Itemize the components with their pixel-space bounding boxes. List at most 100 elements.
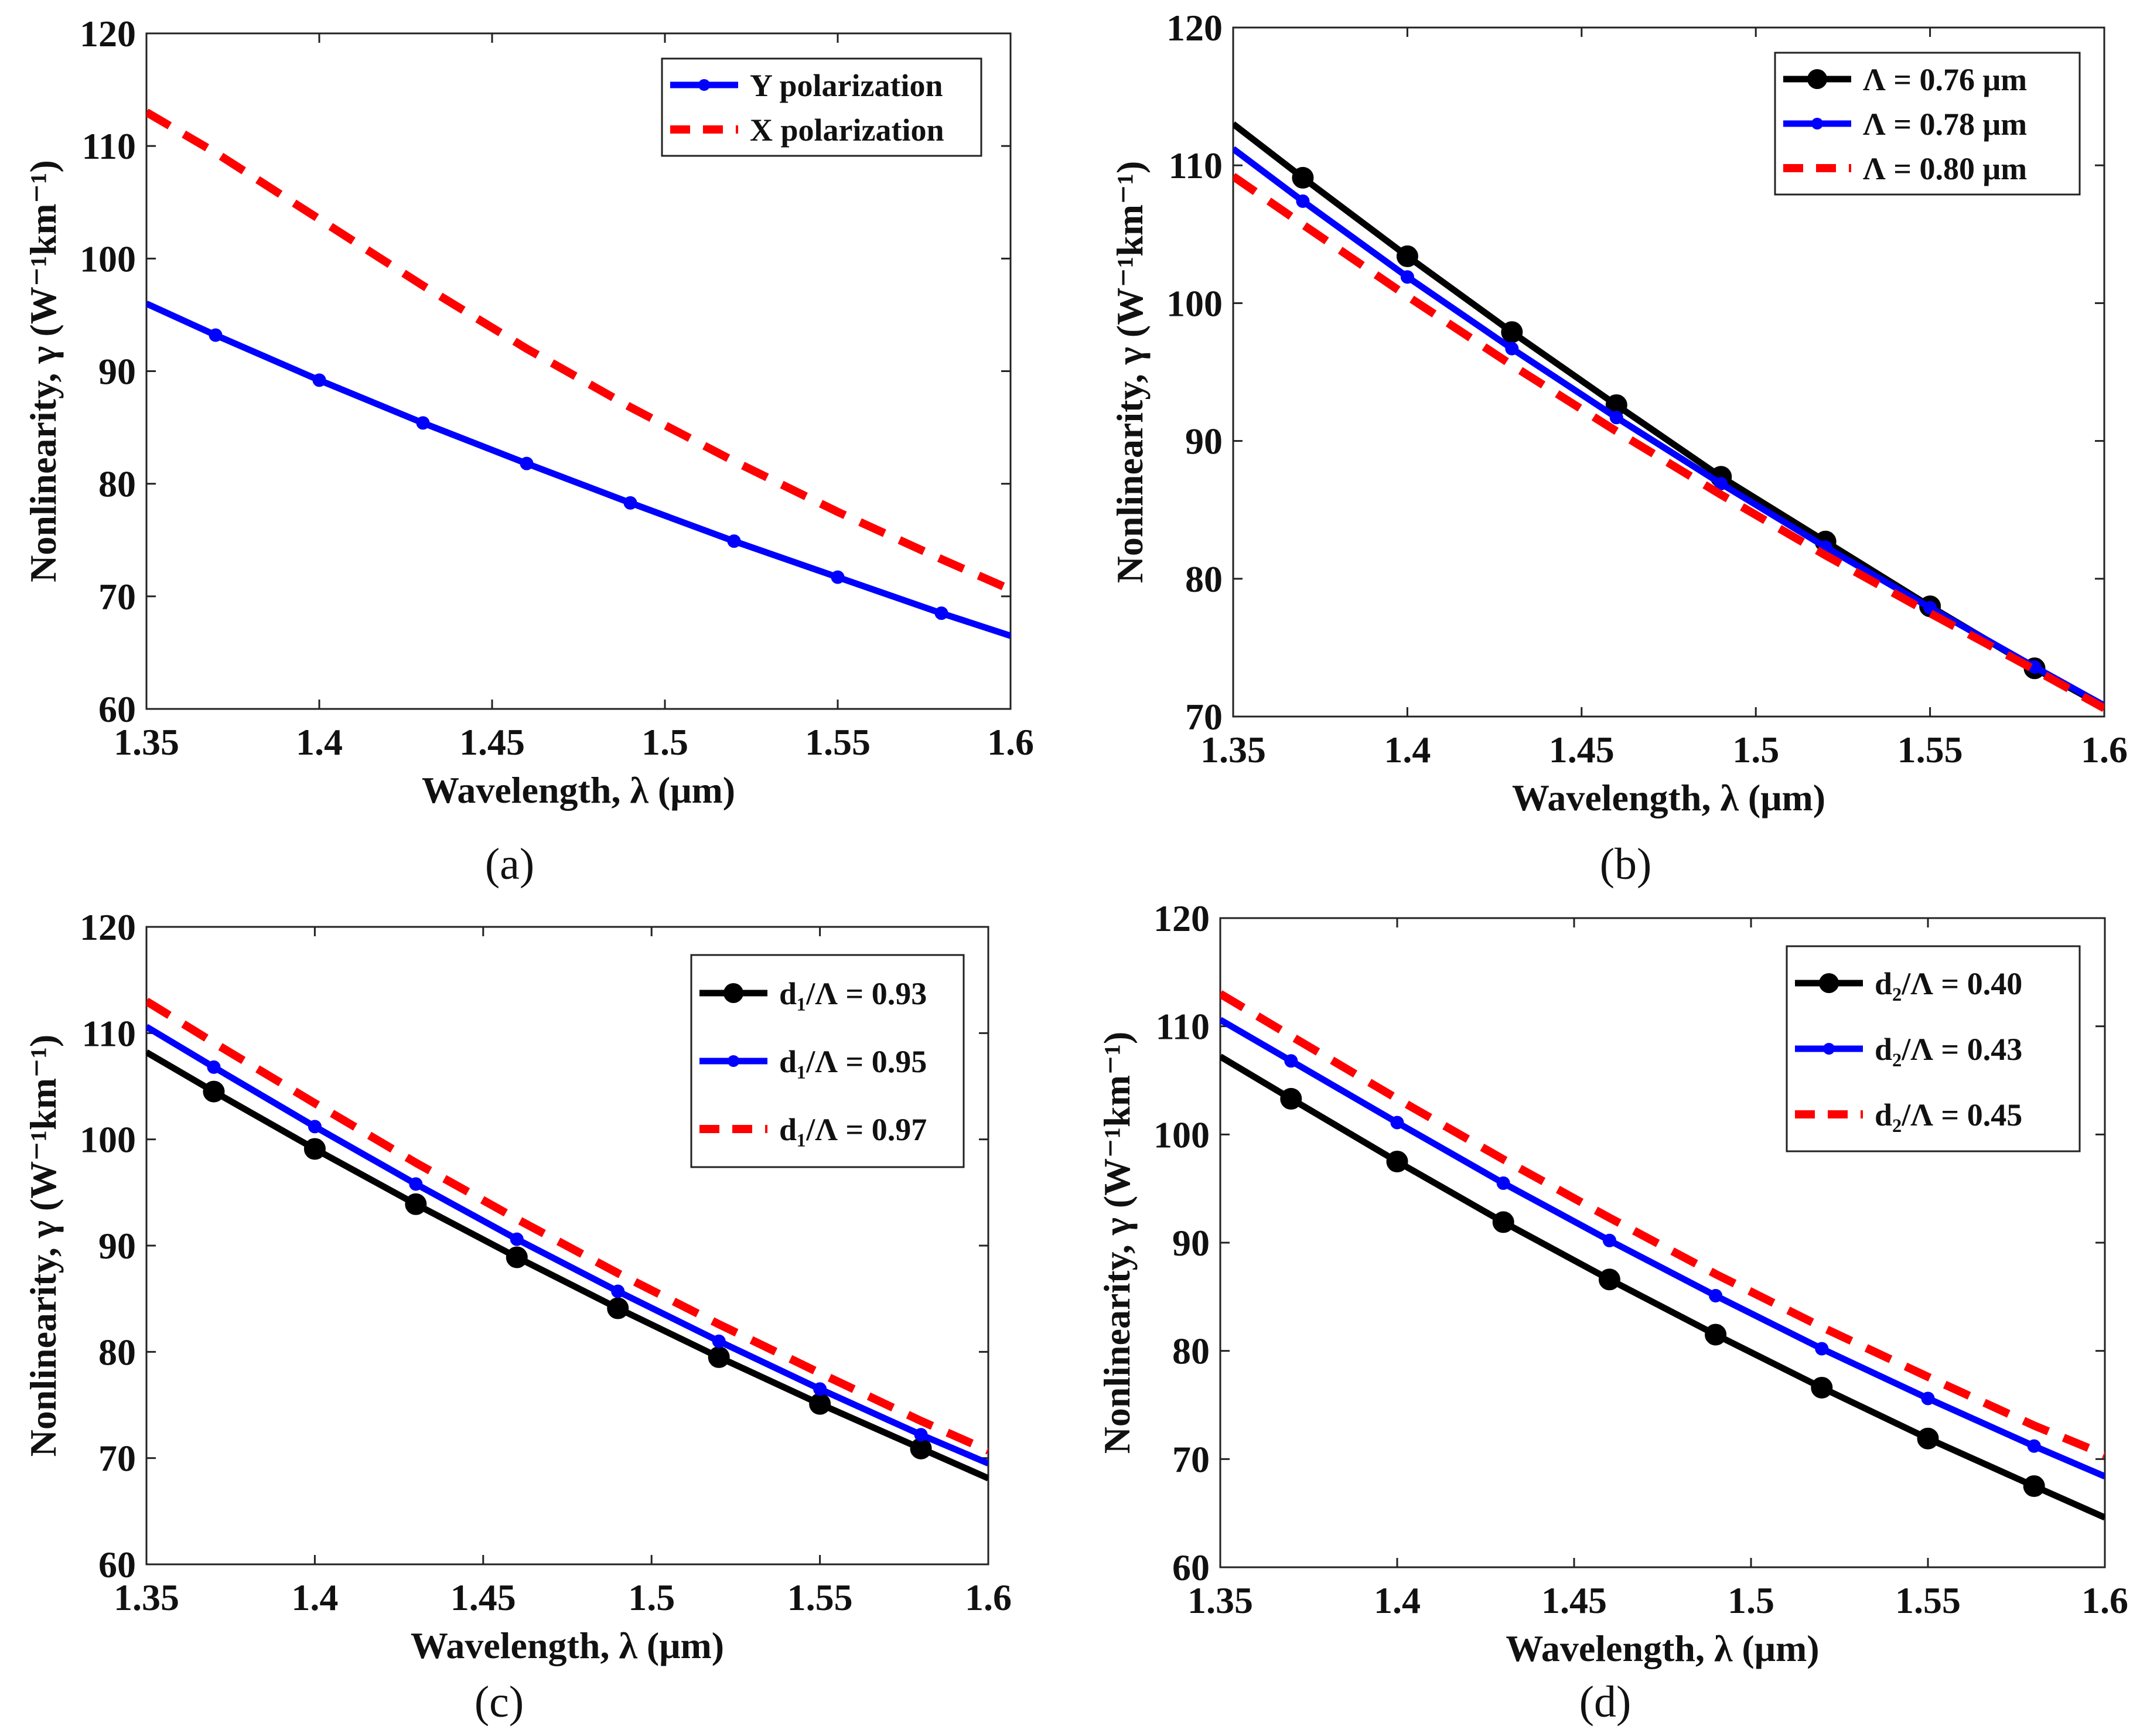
- data-point: [409, 1177, 423, 1191]
- x-axis-label: Wavelength, λ (μm): [1512, 777, 1825, 818]
- panel-1: 1.35 1.4 1.45 1.5 1.55 1.6 70 80 90 100 110 120 Wave…: [1109, 7, 2128, 889]
- legend-label-2: Λ = 0.80 μm: [1863, 151, 2027, 186]
- y-tick-label: 90: [98, 1225, 136, 1267]
- data-point: [1917, 1427, 1939, 1449]
- x-axis-label: Wavelength, λ (μm): [411, 1625, 724, 1666]
- data-point: [727, 534, 741, 548]
- x-tick-label: 1.45: [450, 1577, 516, 1618]
- data-point: [1921, 1391, 1935, 1406]
- x-tick-label: 1.45: [1541, 1580, 1607, 1621]
- y-tick-label: 100: [80, 238, 136, 279]
- x-tick-label: 1.5: [1728, 1580, 1774, 1621]
- series-line-0: [146, 1049, 988, 1482]
- data-point: [611, 1284, 625, 1298]
- data-point: [1815, 1342, 1829, 1356]
- data-point: [520, 456, 534, 470]
- data-point: [1598, 1268, 1620, 1291]
- series-line-2: [1233, 173, 2104, 712]
- data-point: [1496, 1176, 1510, 1190]
- panel-label: (c): [475, 1677, 524, 1727]
- legend-marker: [1811, 118, 1823, 129]
- data-point: [809, 1393, 831, 1415]
- series-line-0: [1220, 1053, 2105, 1521]
- data-point: [1811, 1376, 1833, 1399]
- data-point: [1396, 245, 1418, 267]
- x-tick-label: 1.5: [641, 721, 688, 763]
- series-line-0: [146, 301, 1011, 639]
- y-axis-label: Nonlinearity, γ (W⁻¹km⁻¹): [22, 1035, 64, 1457]
- data-point: [1609, 411, 1623, 425]
- panel-label: (d): [1579, 1677, 1632, 1727]
- y-axis-label: Nonlinearity, γ (W⁻¹km⁻¹): [1096, 1032, 1138, 1454]
- data-point: [506, 1246, 528, 1268]
- data-point: [910, 1437, 932, 1459]
- x-tick-label: 1.35: [114, 1577, 179, 1618]
- legend-marker: [723, 983, 743, 1003]
- y-tick-label: 90: [1172, 1222, 1210, 1264]
- y-tick-label: 110: [82, 1012, 136, 1054]
- x-tick-label: 1.35: [1187, 1580, 1253, 1621]
- series-line-1: [146, 1024, 988, 1466]
- legend-label-1: d₁/Λ = 0.95: [779, 1044, 927, 1079]
- y-tick-label: 80: [1172, 1331, 1210, 1372]
- x-tick-label: 1.6: [2081, 729, 2128, 770]
- data-point: [1709, 1288, 1723, 1302]
- data-point: [607, 1297, 629, 1319]
- x-tick-label: 1.55: [1897, 729, 1963, 770]
- data-point: [203, 1080, 225, 1103]
- y-tick-label: 70: [1172, 1438, 1210, 1480]
- data-point: [416, 416, 430, 430]
- data-point: [405, 1193, 427, 1215]
- data-point: [1400, 270, 1414, 284]
- panel-label: (b): [1600, 840, 1652, 889]
- legend-label-0: Y polarization: [750, 68, 943, 103]
- y-tick-label: 80: [98, 463, 136, 505]
- data-point: [1501, 321, 1523, 343]
- y-axis-label: Nonlinearity, γ (W⁻¹km⁻¹): [1109, 161, 1151, 584]
- legend-marker: [1819, 973, 1839, 993]
- data-point: [1705, 1324, 1727, 1346]
- data-point: [308, 1120, 322, 1134]
- x-tick-label: 1.6: [987, 721, 1034, 763]
- data-point: [831, 570, 845, 584]
- x-tick-label: 1.55: [787, 1577, 853, 1618]
- x-tick-label: 1.45: [1549, 729, 1615, 770]
- panel-2: 1.35 1.4 1.45 1.5 1.55 1.6 60 70 80 90 100 110 120 Wa…: [22, 906, 1012, 1727]
- data-point: [1292, 166, 1314, 189]
- data-point: [1714, 477, 1728, 491]
- y-tick-label: 120: [80, 13, 136, 54]
- data-point: [934, 606, 948, 620]
- x-tick-label: 1.4: [1374, 1580, 1421, 1621]
- legend-marker: [728, 1055, 739, 1067]
- y-tick-label: 110: [82, 125, 136, 167]
- data-point: [312, 373, 326, 387]
- data-point: [1386, 1151, 1408, 1172]
- data-point: [2027, 1439, 2041, 1453]
- legend-label-0: Λ = 0.76 μm: [1863, 62, 2027, 97]
- y-tick-label: 110: [1156, 1006, 1210, 1048]
- legend-marker: [1807, 69, 1827, 89]
- series-line-1: [1220, 1017, 2105, 1479]
- panel-0: 1.35 1.4 1.45 1.5 1.55 1.6 60 70 80 90 100 110 120 Wa…: [22, 13, 1034, 889]
- x-tick-label: 1.55: [805, 721, 871, 763]
- x-tick-label: 1.4: [1384, 729, 1431, 770]
- y-tick-label: 120: [1153, 898, 1210, 939]
- legend-marker: [698, 79, 710, 91]
- axes-box: [1232, 26, 2105, 718]
- y-tick-label: 70: [98, 1438, 136, 1479]
- data-point: [1280, 1087, 1302, 1110]
- y-tick-label: 120: [1166, 7, 1223, 49]
- data-point: [1390, 1116, 1404, 1130]
- y-tick-label: 60: [1172, 1547, 1210, 1588]
- data-point: [207, 1060, 221, 1074]
- x-tick-label: 1.35: [1200, 729, 1266, 770]
- panel-3: 1.35 1.4 1.45 1.5 1.55 1.6 60 70 80 90 100 110 120 Wa…: [1096, 898, 2128, 1727]
- legend-marker: [1823, 1043, 1835, 1055]
- series-line-2: [146, 997, 988, 1455]
- data-point: [1284, 1054, 1298, 1068]
- data-point: [2023, 1475, 2045, 1497]
- x-tick-label: 1.6: [2081, 1580, 2128, 1621]
- x-tick-label: 1.5: [1732, 729, 1779, 770]
- y-tick-label: 60: [98, 1544, 136, 1585]
- panel-label: (a): [485, 840, 534, 889]
